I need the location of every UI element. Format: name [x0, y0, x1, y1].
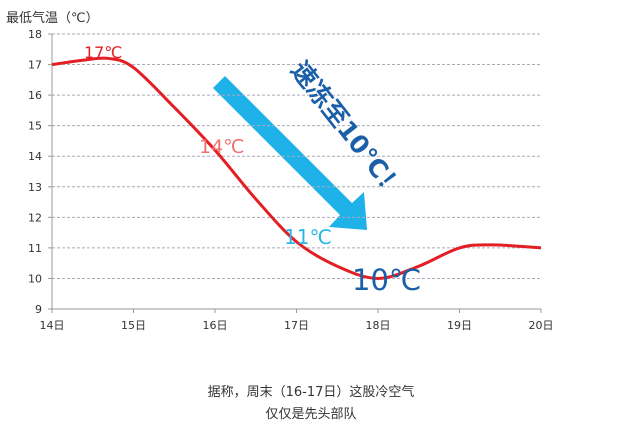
caption: 仅仅是先头部队 — [265, 407, 356, 422]
y-tick-label: 13 — [28, 181, 42, 194]
y-tick-label: 10 — [28, 272, 42, 285]
y-tick-label: 17 — [28, 59, 42, 72]
y-tick-label: 18 — [28, 28, 42, 41]
y-tick-label: 12 — [28, 211, 42, 224]
trend-arrow — [213, 76, 367, 230]
temperature-line — [51, 56, 542, 280]
y-tick-label: 15 — [28, 120, 42, 133]
caption: 据称，周末（16-17日）这股冷空气 — [208, 384, 415, 400]
annotation: 17℃ — [84, 43, 122, 62]
y-tick-label: 16 — [28, 89, 42, 102]
annotation: 速冻至10℃！ — [285, 56, 409, 204]
annotation: 11℃ — [284, 225, 332, 249]
annotation: 14℃ — [199, 136, 245, 158]
x-tick-label: 19日 — [447, 319, 472, 332]
y-axis-title: 最低气温（℃） — [6, 10, 99, 26]
x-tick-label: 15日 — [121, 319, 146, 332]
x-tick-label: 14日 — [40, 319, 65, 332]
y-tick-label: 9 — [35, 303, 42, 316]
x-tick-label: 16日 — [203, 319, 228, 332]
y-tick-label: 11 — [28, 242, 42, 255]
annotation: 10℃ — [352, 263, 421, 297]
y-tick-label: 14 — [28, 150, 42, 163]
x-tick-label: 20日 — [529, 319, 554, 332]
x-tick-label: 18日 — [366, 319, 391, 332]
x-tick-label: 17日 — [284, 319, 309, 332]
